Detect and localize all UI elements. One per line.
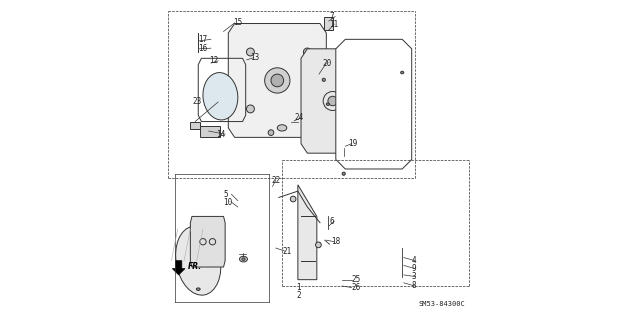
Bar (324, 17, 333, 30)
Text: 4: 4 (412, 256, 417, 265)
Text: 12: 12 (209, 56, 218, 65)
Text: 9: 9 (412, 264, 417, 273)
Ellipse shape (242, 258, 245, 260)
Text: 24: 24 (294, 113, 304, 122)
Bar (190, 122, 200, 130)
Text: 16: 16 (198, 44, 207, 53)
Polygon shape (228, 24, 326, 137)
Ellipse shape (328, 96, 337, 106)
Ellipse shape (322, 78, 325, 81)
Text: 22: 22 (272, 175, 281, 185)
Text: 1: 1 (296, 283, 301, 292)
Ellipse shape (277, 125, 287, 131)
Text: 26: 26 (351, 283, 361, 292)
Polygon shape (190, 216, 225, 267)
Text: FR.: FR. (188, 262, 202, 271)
Text: 11: 11 (330, 20, 339, 29)
Text: 14: 14 (216, 130, 225, 139)
Ellipse shape (246, 105, 254, 113)
Ellipse shape (175, 226, 221, 295)
Ellipse shape (316, 242, 321, 248)
Bar (200, 126, 220, 137)
Text: SM53-84300C: SM53-84300C (419, 300, 465, 307)
Text: 5: 5 (223, 190, 228, 199)
Text: 21: 21 (282, 247, 291, 256)
Ellipse shape (196, 288, 200, 290)
Ellipse shape (342, 172, 346, 175)
Ellipse shape (291, 196, 296, 202)
Text: 18: 18 (331, 237, 340, 246)
Ellipse shape (246, 48, 254, 56)
Text: 15: 15 (233, 19, 243, 27)
Text: 7: 7 (330, 12, 334, 21)
Text: 25: 25 (351, 275, 361, 284)
Text: 20: 20 (323, 59, 332, 68)
Ellipse shape (268, 130, 274, 136)
Text: 6: 6 (330, 217, 334, 226)
Ellipse shape (401, 71, 404, 74)
Text: 2: 2 (296, 291, 301, 300)
Text: 13: 13 (250, 53, 259, 62)
Ellipse shape (271, 74, 284, 87)
Polygon shape (172, 261, 185, 275)
Text: 17: 17 (198, 35, 207, 44)
Ellipse shape (239, 256, 248, 262)
Ellipse shape (265, 68, 290, 93)
Text: 19: 19 (348, 139, 358, 148)
Ellipse shape (326, 103, 330, 105)
Polygon shape (301, 49, 364, 153)
Text: 23: 23 (193, 97, 202, 107)
Text: 8: 8 (412, 281, 417, 291)
Ellipse shape (303, 48, 311, 56)
Text: 3: 3 (412, 272, 417, 281)
Text: 10: 10 (223, 198, 233, 207)
Polygon shape (298, 185, 317, 280)
Ellipse shape (303, 105, 311, 113)
Ellipse shape (203, 73, 238, 120)
Polygon shape (336, 39, 412, 169)
